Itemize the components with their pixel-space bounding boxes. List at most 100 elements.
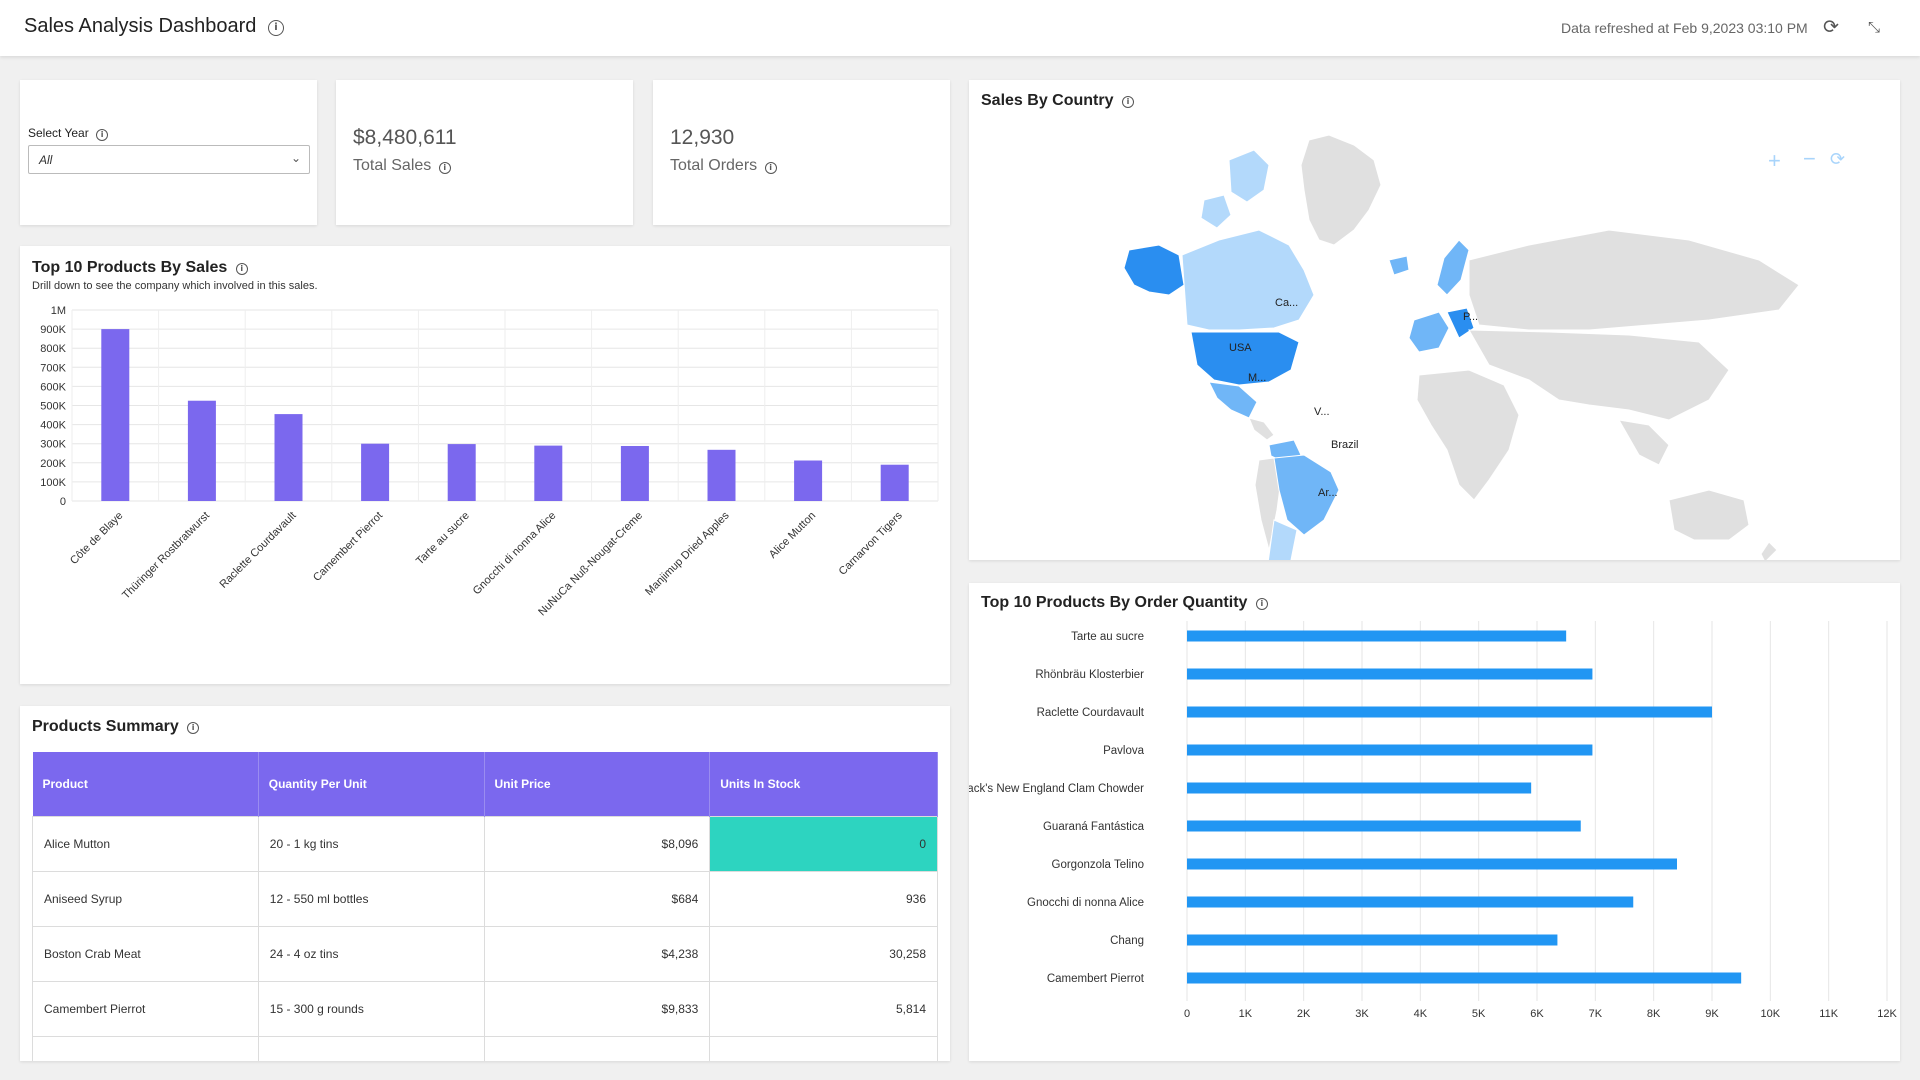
products-summary-title: Products Summary i [32, 718, 200, 736]
total-sales-card: $8,480,611 Total Sales i [336, 80, 633, 225]
chevron-down-icon: ⌄ [290, 151, 301, 165]
table-header-row: Product Quantity Per Unit Unit Price Uni… [32, 752, 938, 816]
bar[interactable] [274, 414, 303, 501]
info-icon[interactable]: i [1255, 598, 1268, 610]
bar[interactable] [1187, 706, 1712, 718]
map-label-canada: Ca... [1275, 297, 1298, 309]
bar[interactable] [1187, 934, 1558, 946]
cell-units-in-stock: 0 [709, 815, 938, 872]
y-tick-label: 900K [40, 324, 66, 336]
y-tick-label: Gnocchi di nonna Alice [1027, 897, 1144, 909]
bar[interactable] [1187, 668, 1593, 680]
bar[interactable] [187, 400, 216, 501]
column-header-product[interactable]: Product [32, 752, 259, 816]
info-icon[interactable]: i [438, 162, 451, 174]
y-tick-label: Camembert Pierrot [1047, 973, 1145, 985]
bar[interactable] [1187, 858, 1677, 870]
bar[interactable] [534, 445, 563, 501]
map-label-usa: USA [1229, 342, 1252, 354]
map-region-brazil [1273, 454, 1340, 536]
world-map[interactable]: Ca... USA M... V... Brazil Ar... P... [969, 80, 1900, 560]
table-row[interactable] [32, 1035, 938, 1061]
map-region-russia [1468, 229, 1800, 331]
sales-map-card: Sales By Country i [969, 80, 1900, 560]
bar[interactable] [1187, 744, 1593, 756]
zoom-in-icon[interactable]: + [1768, 148, 1781, 173]
map-region-western-europe [1408, 311, 1450, 353]
column-header-unit-price[interactable]: Unit Price [484, 752, 711, 816]
bar[interactable] [1187, 782, 1532, 794]
bar[interactable] [101, 329, 130, 501]
bar[interactable] [361, 443, 390, 501]
table-row[interactable]: Boston Crab Meat 24 - 4 oz tins $4,238 3… [32, 925, 938, 982]
y-tick-label: Raclette Courdavault [1037, 707, 1145, 719]
year-select[interactable]: All ⌄ [28, 145, 310, 174]
bar[interactable] [620, 445, 649, 501]
refresh-timestamp: Data refreshed at Feb 9,2023 03:10 PM [1561, 20, 1808, 36]
map-label-venezuela: V... [1314, 406, 1330, 418]
y-tick-label: Gorgonzola Telino [1052, 859, 1145, 871]
cell-quantity-per-unit [257, 1035, 485, 1061]
refresh-icon[interactable]: ⟳ [1823, 17, 1839, 38]
table-row[interactable]: Alice Mutton 20 - 1 kg tins $8,096 0 [32, 815, 938, 872]
table-row[interactable]: Aniseed Syrup 12 - 550 ml bottles $684 9… [32, 870, 938, 927]
total-orders-label: Total Orders i [670, 157, 777, 175]
x-tick-label: 4K [1414, 1008, 1428, 1020]
cell-units-in-stock: 936 [709, 870, 938, 927]
top-sales-title: Top 10 Products By Sales i [32, 259, 248, 277]
total-sales-label: Total Sales i [353, 157, 451, 175]
y-tick-label: 500K [40, 401, 66, 413]
top-bar: Sales Analysis Dashboard i Data refreshe… [0, 0, 1920, 56]
x-tick-label: Tarte au sucre [414, 510, 472, 568]
total-orders-value: 12,930 [670, 126, 735, 149]
cell-quantity-per-unit: 20 - 1 kg tins [257, 815, 485, 872]
map-label-brazil: Brazil [1331, 439, 1359, 451]
table-row[interactable]: Camembert Pierrot 15 - 300 g rounds $9,8… [32, 980, 938, 1037]
y-tick-label: 300K [40, 439, 66, 451]
map-label-argentina: Ar... [1318, 487, 1338, 499]
info-icon[interactable]: i [235, 263, 248, 275]
bar[interactable] [880, 464, 909, 501]
bar[interactable] [447, 444, 476, 501]
y-tick-label: Rhönbräu Klosterbier [1035, 669, 1144, 681]
cell-product: Aniseed Syrup [32, 870, 259, 927]
x-tick-label: Gnocchi di nonna Alice [471, 510, 559, 598]
map-label-mexico: M... [1248, 372, 1266, 384]
zoom-out-icon[interactable]: − [1803, 146, 1816, 171]
map-region-scandinavia [1436, 239, 1470, 296]
y-tick-label: Jack's New England Clam Chowder [969, 783, 1144, 795]
bar[interactable] [1187, 630, 1567, 642]
y-tick-label: Chang [1110, 935, 1144, 947]
cell-product [32, 1035, 259, 1061]
collapse-icon[interactable]: ⤡ [1867, 19, 1880, 36]
x-tick-label: Manjimup Dried Apples [643, 509, 732, 598]
products-summary-wrapper: Products Summary i Product Quantity Per … [20, 706, 950, 1061]
cell-product: Alice Mutton [32, 815, 259, 872]
bar[interactable] [1187, 972, 1742, 984]
total-orders-label-text: Total Orders [670, 157, 758, 174]
x-tick-label: 9K [1705, 1008, 1719, 1020]
column-header-units-in-stock[interactable]: Units In Stock [709, 752, 938, 816]
y-tick-label: 800K [40, 343, 66, 355]
info-icon[interactable]: i [764, 162, 777, 174]
products-summary-card: Products Summary i Product Quantity Per … [20, 706, 950, 1061]
x-tick-label: 1K [1239, 1008, 1253, 1020]
column-header-quantity-per-unit[interactable]: Quantity Per Unit [258, 752, 485, 816]
top-quantity-title-text: Top 10 Products By Order Quantity [981, 594, 1248, 611]
page-title: Sales Analysis Dashboard [24, 15, 257, 37]
total-sales-label-text: Total Sales [353, 157, 432, 174]
info-icon[interactable]: i [1121, 96, 1134, 108]
info-icon[interactable]: i [187, 722, 200, 734]
map-region-central-europe [1446, 307, 1475, 339]
info-icon[interactable]: i [96, 129, 109, 141]
reset-zoom-icon[interactable]: ⟳ [1830, 149, 1846, 169]
map-region-usa [1190, 331, 1300, 386]
bar[interactable] [794, 460, 823, 501]
bar[interactable] [707, 449, 736, 501]
bar[interactable] [1187, 896, 1634, 908]
map-region-canada [1181, 229, 1315, 331]
map-region-alaska [1123, 244, 1185, 296]
y-tick-label: 400K [40, 420, 66, 432]
info-icon[interactable]: i [268, 20, 284, 36]
bar[interactable] [1187, 820, 1581, 832]
